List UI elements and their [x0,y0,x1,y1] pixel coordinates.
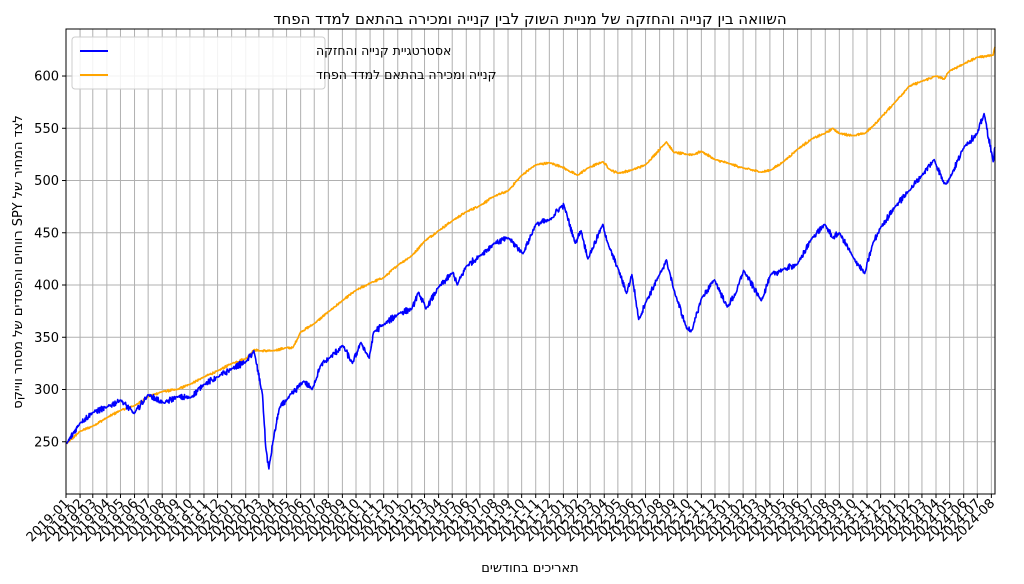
series-line [65,112,996,470]
y-tick-label: 350 [34,331,59,346]
y-tick-label: 500 [34,174,59,189]
y-tick-label: 400 [34,279,59,294]
y-tick-label: 250 [34,435,59,450]
legend-label-fear-index: קנייה ומכירה בהתאם למדד הפחד [316,67,497,82]
chart-title: השוואה בין קנייה והחזקה של מניית השוק לב… [273,10,787,28]
y-axis-label: רווחים והפסדים של מסחר ווייקס SPY לצד המ… [11,115,26,409]
y-tick-label: 600 [34,70,59,85]
y-tick-label: 300 [34,383,59,398]
series-layer [65,46,996,470]
series-line [65,46,996,445]
x-axis-label: תאריכים בחודשים [481,561,578,576]
plot-frame [65,28,996,495]
legend-box [71,36,326,90]
x-axis: 2019-012019-022019-032019-042019-052019-… [24,494,998,545]
legend: אסטרטגיית קנייה והחזקה קנייה ומכירה בהתא… [71,36,497,90]
y-tick-label: 550 [34,122,59,137]
y-axis: 250 300 350 400 450 500 550 600 [34,70,66,450]
y-tick-label: 450 [34,226,59,241]
legend-label-buy-hold: אסטרטגיית קנייה והחזקה [316,43,451,58]
